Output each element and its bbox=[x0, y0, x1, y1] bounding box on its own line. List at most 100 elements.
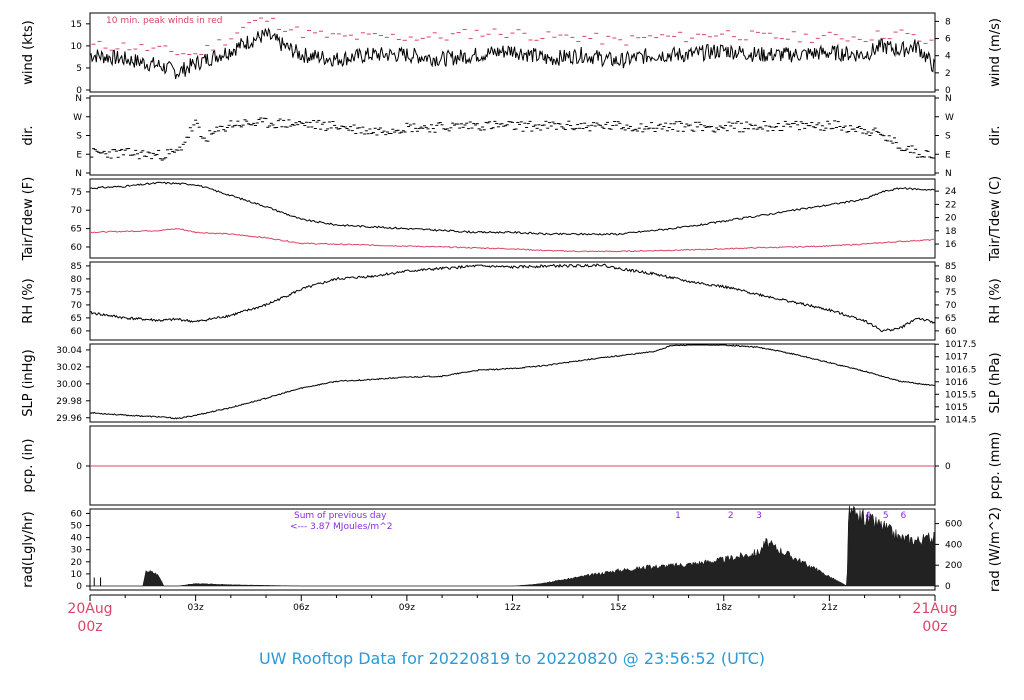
y-tick-label-right: 8 bbox=[945, 17, 951, 27]
y-tick-label: 70 bbox=[71, 206, 83, 216]
y-tick-label-right: 0 bbox=[945, 582, 951, 592]
y-axis-label-right: dir. bbox=[988, 125, 1003, 145]
radiation-marker: 1 bbox=[675, 511, 681, 521]
y-tick-label-right: 0 bbox=[945, 86, 951, 96]
x-tick-label: 06z bbox=[293, 603, 309, 613]
y-tick-label-right: 1017.5 bbox=[945, 340, 977, 350]
y-axis-label: pcp. (in) bbox=[21, 439, 36, 493]
end-time-label: 00z bbox=[922, 619, 947, 635]
radiation-marker: 6 bbox=[900, 511, 906, 521]
y-tick-label-right: 2 bbox=[945, 69, 951, 79]
series-slp bbox=[89, 344, 936, 420]
y-axis-label: wind (kts) bbox=[21, 20, 36, 84]
y-tick-label: 60 bbox=[71, 243, 83, 253]
y-tick-label-right: 600 bbox=[945, 520, 962, 530]
radiation-marker: 4 bbox=[865, 511, 871, 521]
y-tick-label-right: 75 bbox=[945, 288, 956, 298]
y-tick-label: 75 bbox=[71, 288, 82, 298]
panel-frame bbox=[89, 95, 936, 176]
y-tick-label-right: S bbox=[945, 132, 951, 142]
y-tick-label-right: 70 bbox=[945, 301, 957, 311]
y-axis-label: RH (%) bbox=[21, 278, 36, 323]
panel-frame bbox=[89, 12, 936, 93]
y-tick-label: 30.02 bbox=[56, 363, 82, 373]
y-tick-label-right: 1015.5 bbox=[945, 390, 977, 400]
wind-annotation: 10 min. peak winds in red bbox=[106, 16, 223, 26]
y-tick-label-right: 4 bbox=[945, 52, 951, 62]
panel-rad: rad(Lgly/hr) rad (W/m^2)01020304050600200… bbox=[21, 505, 1003, 592]
y-axis-label-right: wind (m/s) bbox=[988, 18, 1003, 87]
radiation-note-title: Sum of previous day bbox=[294, 511, 387, 521]
y-axis-label-right: rad (W/m^2) bbox=[988, 507, 1003, 592]
y-tick-label-right: 1017 bbox=[945, 353, 968, 363]
y-axis-label: dir. bbox=[21, 125, 36, 145]
y-tick-label-right: 60 bbox=[945, 327, 957, 337]
y-axis-label-right: Tair/Tdew (C) bbox=[988, 176, 1003, 262]
y-tick-label-right: 0 bbox=[945, 462, 951, 472]
end-date-label: 21Aug bbox=[912, 601, 957, 617]
y-tick-label: 15 bbox=[71, 20, 82, 30]
y-tick-label: 29.96 bbox=[56, 414, 82, 424]
y-axis-label-right: RH (%) bbox=[988, 278, 1003, 323]
y-axis-label: SLP (inHg) bbox=[21, 349, 36, 417]
panel-wind: wind (kts) wind (m/s) 0 5 10 15 0 2 4 6 8 10 min. p… bbox=[21, 12, 1003, 96]
y-tick-label: 65 bbox=[71, 314, 82, 324]
series-radiation bbox=[90, 505, 936, 587]
radiation-marker: 2 bbox=[728, 511, 734, 521]
y-axis-label-right: SLP (hPa) bbox=[988, 352, 1003, 413]
y-tick-label-right: 24 bbox=[945, 187, 957, 197]
panel-temp: Tair/Tdew (F) Tair/Tdew (C) 60 65 70 75 16 18 20… bbox=[21, 176, 1003, 262]
x-tick-label: 21z bbox=[821, 603, 837, 613]
radiation-marker: 3 bbox=[756, 511, 762, 521]
y-tick-label-right: N bbox=[945, 94, 952, 104]
footer-title: UW Rooftop Data for 20220819 to 20220820… bbox=[259, 649, 765, 668]
y-tick-label-right: E bbox=[945, 150, 951, 160]
y-tick-label-right: 1014.5 bbox=[945, 415, 977, 425]
y-tick-label: 40 bbox=[71, 534, 83, 544]
series-rh bbox=[89, 263, 936, 333]
y-tick-label: 20 bbox=[71, 558, 83, 568]
panel-frame bbox=[89, 343, 936, 423]
x-tick-label: 18z bbox=[716, 603, 732, 613]
y-tick-label: E bbox=[76, 150, 82, 160]
y-tick-label: 5 bbox=[76, 64, 82, 74]
y-tick-label-right: 22 bbox=[945, 200, 956, 210]
x-tick-label: 12z bbox=[504, 603, 520, 613]
y-tick-label: 80 bbox=[71, 275, 83, 285]
y-tick-label: 0 bbox=[76, 86, 82, 96]
y-tick-label: 60 bbox=[71, 509, 83, 519]
series-tdew bbox=[90, 227, 936, 253]
panel-pcp: pcp. (in) pcp. (mm) 0 0 bbox=[21, 425, 1003, 506]
y-tick-label: N bbox=[75, 94, 82, 104]
y-tick-label: W bbox=[73, 113, 82, 123]
y-tick-label-right: 1015 bbox=[945, 403, 968, 413]
y-tick-label-right: 6 bbox=[945, 35, 951, 45]
y-tick-label-right: 20 bbox=[945, 214, 957, 224]
y-tick-label: 30.00 bbox=[56, 380, 82, 390]
y-tick-label-right: 85 bbox=[945, 262, 956, 272]
y-tick-label-right: N bbox=[945, 169, 952, 179]
panel-slp: SLP (inHg) SLP (hPa) 29.96 29.98 30.00 30.02 3… bbox=[21, 340, 1003, 425]
y-tick-label: 70 bbox=[71, 301, 83, 311]
y-axis-label: Tair/Tdew (F) bbox=[21, 177, 36, 262]
y-tick-label: 30 bbox=[71, 546, 83, 556]
y-tick-label: 60 bbox=[71, 327, 83, 337]
y-tick-label-right: 65 bbox=[945, 314, 956, 324]
y-tick-label-right: 1016 bbox=[945, 378, 968, 388]
y-tick-label-right: 400 bbox=[945, 540, 962, 550]
panel-frame bbox=[89, 261, 936, 341]
y-tick-label-right: 80 bbox=[945, 275, 957, 285]
y-tick-label: 30.04 bbox=[56, 346, 82, 356]
y-tick-label: 10 bbox=[71, 570, 83, 580]
y-tick-label: 29.98 bbox=[56, 397, 82, 407]
y-tick-label-right: 1016.5 bbox=[945, 365, 977, 375]
y-tick-label: 10 bbox=[71, 42, 83, 52]
y-tick-label-right: 18 bbox=[945, 227, 957, 237]
y-tick-label: 0 bbox=[76, 462, 82, 472]
y-tick-label: 0 bbox=[76, 582, 82, 592]
y-tick-label-right: 16 bbox=[945, 240, 957, 250]
y-axis-label: rad(Lgly/hr) bbox=[21, 511, 36, 587]
